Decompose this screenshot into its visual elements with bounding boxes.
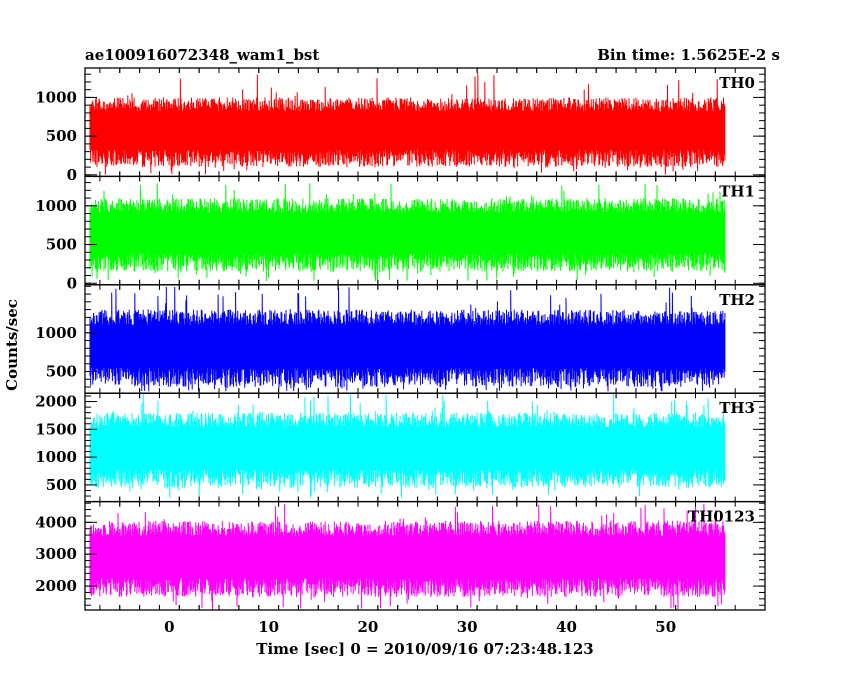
y-tick-label-th1-0: 0 bbox=[67, 274, 77, 292]
y-axis-title: Counts/sec bbox=[3, 299, 21, 391]
panel-frame-th0123 bbox=[84, 500, 766, 611]
x-tick-label-30: 30 bbox=[457, 618, 478, 636]
series-label-th3: TH3 bbox=[719, 399, 755, 417]
y-tick-label-th0123-4000: 4000 bbox=[35, 513, 77, 531]
series-trace-th3 bbox=[89, 393, 726, 498]
series-trace-th2 bbox=[89, 286, 726, 392]
x-axis-title: Time [sec] 0 = 2010/09/16 07:23:48.123 bbox=[256, 640, 593, 658]
y-tick-label-th1-1000: 1000 bbox=[35, 197, 77, 215]
observation-id-title: ae100916072348_wam1_bst bbox=[85, 46, 319, 64]
series-label-th0: TH0 bbox=[719, 74, 755, 92]
x-tick-label-40: 40 bbox=[556, 618, 577, 636]
x-tick-label-10: 10 bbox=[258, 618, 279, 636]
y-tick-label-th3-1500: 1500 bbox=[35, 420, 77, 438]
y-tick-label-th1-500: 500 bbox=[46, 236, 77, 254]
y-tick-label-th0-500: 500 bbox=[46, 127, 77, 145]
bin-time-title: Bin time: 1.5625E-2 s bbox=[597, 46, 780, 64]
x-tick-label-20: 20 bbox=[357, 618, 378, 636]
y-tick-label-th0-0: 0 bbox=[67, 166, 77, 184]
series-trace-th1 bbox=[89, 183, 726, 282]
y-tick-label-th2-1000: 1000 bbox=[35, 324, 77, 342]
y-tick-label-th0123-2000: 2000 bbox=[35, 577, 77, 595]
panels-group: 05001000TH005001000TH15001000TH250010001… bbox=[35, 67, 766, 636]
series-label-th2: TH2 bbox=[719, 291, 755, 309]
y-tick-label-th3-500: 500 bbox=[46, 476, 77, 494]
series-trace-th0123 bbox=[89, 503, 726, 610]
y-tick-label-th2-500: 500 bbox=[46, 363, 77, 381]
series-trace-th0 bbox=[89, 72, 726, 175]
x-tick-label-50: 50 bbox=[655, 618, 676, 636]
y-tick-label-th3-2000: 2000 bbox=[35, 393, 77, 411]
y-tick-label-th0-1000: 1000 bbox=[35, 88, 77, 106]
series-label-th0123: TH0123 bbox=[688, 508, 755, 526]
series-label-th1: TH1 bbox=[719, 182, 755, 200]
y-tick-label-th3-1000: 1000 bbox=[35, 448, 77, 466]
y-tick-label-th0123-3000: 3000 bbox=[35, 545, 77, 563]
x-tick-label-0: 0 bbox=[164, 618, 174, 636]
